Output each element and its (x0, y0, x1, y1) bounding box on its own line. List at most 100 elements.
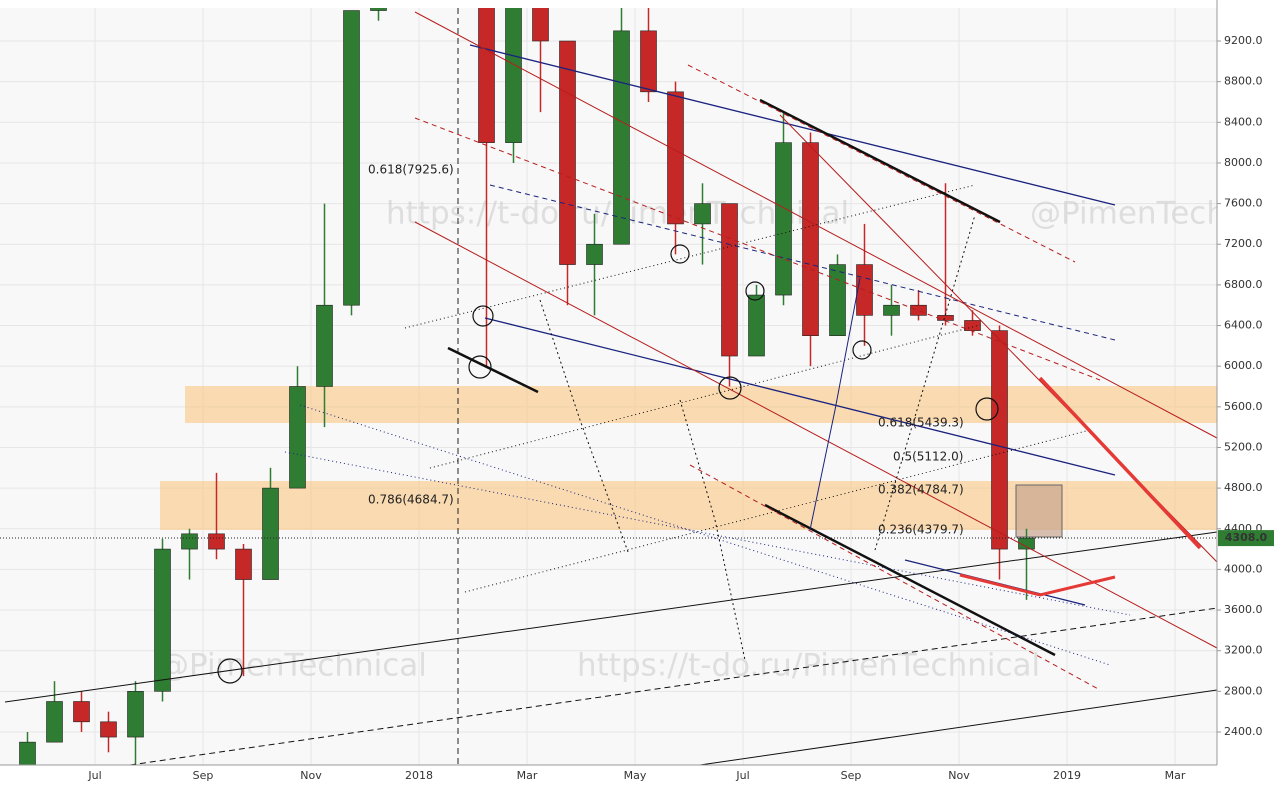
candle-body (586, 243, 603, 265)
candle-body (343, 10, 360, 306)
y-tick-label: 3600.0 (1224, 603, 1263, 616)
y-tick-label: 5600.0 (1224, 400, 1263, 413)
y-tick-label: 6000.0 (1224, 359, 1263, 372)
x-tick-label: Nov (948, 769, 970, 782)
candle-body (910, 304, 927, 316)
y-tick-label: 4800.0 (1224, 481, 1263, 494)
candle-body (613, 30, 630, 245)
candle-body (694, 203, 711, 225)
candle-body (505, 8, 522, 143)
trendline (759, 98, 1001, 224)
x-tick-label: Mar (517, 769, 538, 782)
y-tick-label: 7200.0 (1224, 237, 1263, 250)
x-tick-label: Sep (193, 769, 214, 782)
y-tick-label: 5200.0 (1224, 440, 1263, 453)
y-tick-label: 6400.0 (1224, 319, 1263, 332)
arrow (874, 214, 976, 551)
price-tag-label: 4308.0 (1225, 531, 1268, 544)
trendline (484, 317, 1116, 476)
zones (160, 386, 1217, 538)
x-tick-label: Mar (1165, 769, 1186, 782)
candle-body (208, 533, 225, 550)
trendline (469, 44, 1116, 206)
arrow (539, 299, 629, 553)
candle-body (559, 40, 576, 265)
trendline (764, 503, 1056, 657)
candle-body (262, 487, 279, 580)
fib-label: 0.618(5439.3) (878, 416, 964, 430)
candle-body (127, 691, 144, 738)
trendline (959, 573, 1116, 597)
candle-body (829, 264, 846, 336)
candle-body (370, 8, 387, 11)
y-tick-label: 2800.0 (1224, 684, 1263, 697)
fib-labels: 0.618(7925.6) 0.786(4684.7) 0.618(5439.3) 0… (368, 163, 964, 537)
candle-body (46, 701, 63, 743)
y-tick-label: 8000.0 (1224, 156, 1263, 169)
trendline (129, 607, 1217, 765)
candle-body (775, 142, 792, 296)
axis-area (1217, 0, 1275, 803)
trendline (414, 221, 1217, 649)
candle-body (73, 701, 90, 723)
x-tick-label: May (624, 769, 647, 782)
x-tick-label: 2019 (1053, 769, 1081, 782)
x-tick-label: Jul (735, 769, 749, 782)
candle-body (748, 294, 765, 357)
fib-label: 0.786(4684.7) (368, 493, 454, 507)
trendline (414, 11, 1217, 439)
candle-body (937, 315, 954, 321)
trendline (447, 346, 539, 394)
trendline (1038, 376, 1202, 550)
y-tick-label: 9200.0 (1224, 34, 1263, 47)
candle-body (667, 91, 684, 225)
y-tick-label: 6800.0 (1224, 278, 1263, 291)
candles (19, 8, 1035, 765)
y-tick-label: 8800.0 (1224, 75, 1263, 88)
watermark: @PimenTechnical (158, 648, 427, 684)
candle-body (316, 304, 333, 387)
y-tick-label: 3200.0 (1224, 644, 1263, 657)
x-tick-label: Nov (300, 769, 322, 782)
candle-body (532, 8, 549, 42)
zone (185, 386, 1217, 423)
candle-body (19, 741, 36, 765)
y-tick-label: 2400.0 (1224, 725, 1263, 738)
candle-body (721, 203, 738, 357)
x-tick-label: 2018 (405, 769, 433, 782)
candle-body (640, 30, 657, 93)
fib-label: 0.236(4379.7) (878, 523, 964, 537)
arrow (679, 399, 746, 661)
y-tick-label: 8400.0 (1224, 115, 1263, 128)
axes: 2400.02800.03200.03600.04000.04400.04800… (87, 34, 1274, 782)
price-tag (1218, 530, 1274, 547)
trendline (687, 64, 1076, 263)
drawings (0, 8, 1217, 765)
trendline (699, 689, 1217, 765)
x-tick-label: Jul (87, 769, 101, 782)
candle-body (883, 304, 900, 316)
box (1015, 484, 1063, 538)
watermark: https://t-do.ru/PimenTechnical (577, 648, 1040, 684)
candle-body (154, 548, 171, 692)
candle-body (181, 533, 198, 550)
candle-body (100, 721, 117, 738)
y-tick-label: 4000.0 (1224, 562, 1263, 575)
trendline (689, 464, 1101, 691)
fib-label: 0.5(5112.0) (893, 450, 963, 464)
arrow (809, 277, 861, 531)
candle-body (478, 8, 495, 143)
candle-body (991, 330, 1008, 550)
candle-body (802, 142, 819, 336)
x-tick-label: Sep (841, 769, 862, 782)
trendline (429, 324, 981, 469)
candle-body (289, 386, 306, 489)
candle-body (235, 548, 252, 580)
fib-label: 0.382(4784.7) (878, 483, 964, 497)
circles (217, 244, 999, 684)
y-tick-label: 7600.0 (1224, 197, 1263, 210)
candle-body (964, 320, 981, 331)
trendline (4, 531, 1217, 703)
fib-label: 0.618(7925.6) (368, 163, 454, 177)
